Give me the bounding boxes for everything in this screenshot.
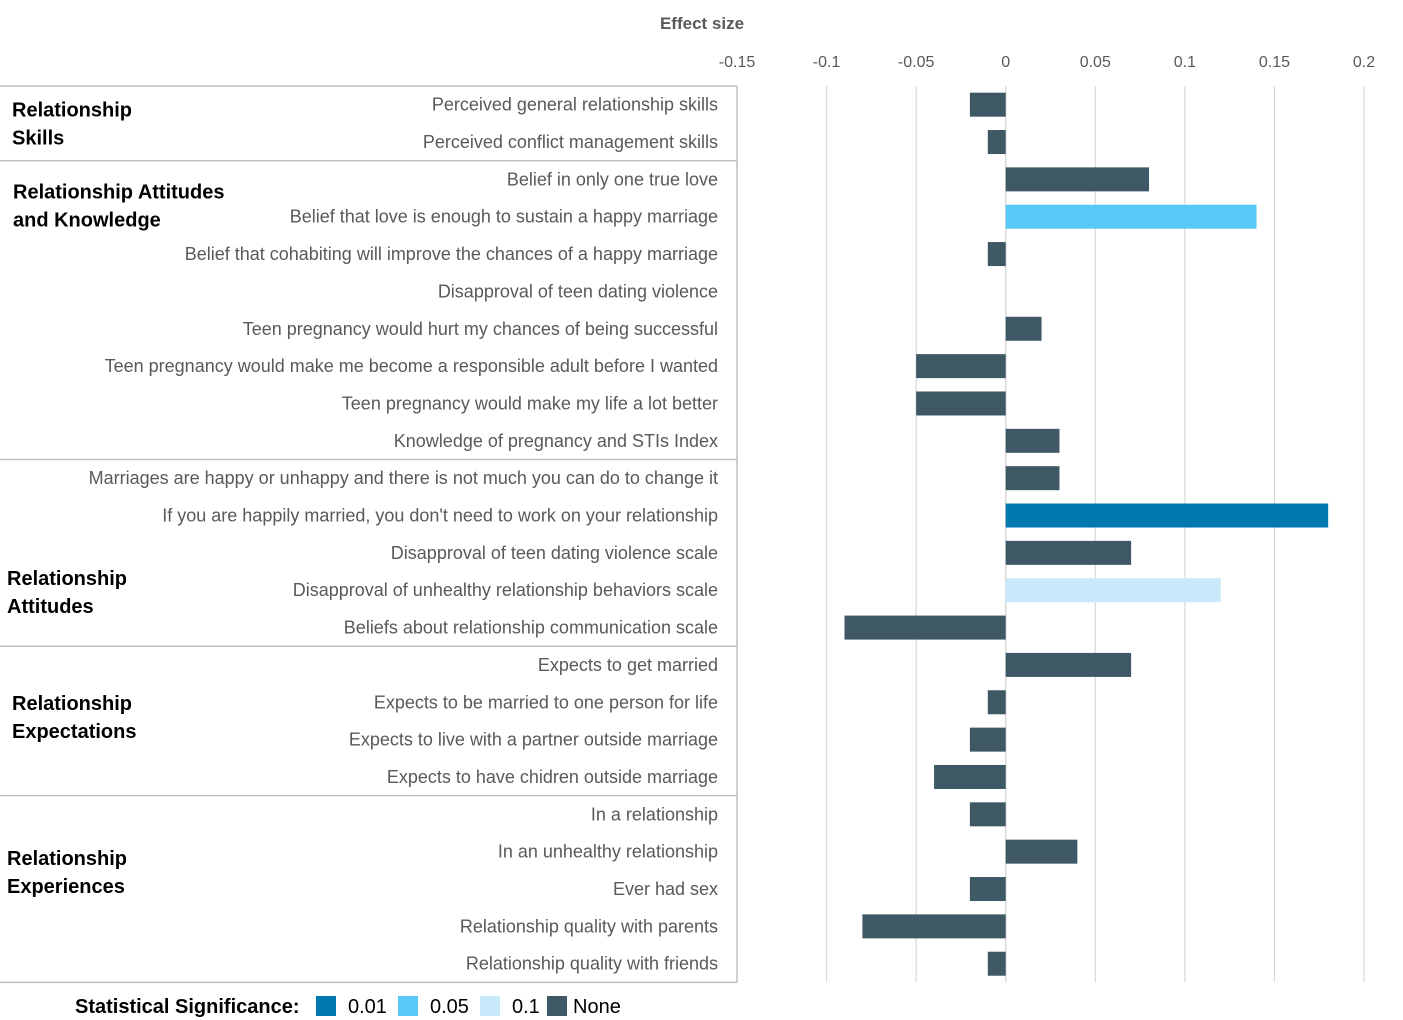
bar <box>969 877 1006 902</box>
row-label: In an unhealthy relationship <box>498 842 718 862</box>
bar <box>987 690 1006 715</box>
bar <box>1005 652 1132 677</box>
legend-title: Statistical Significance: <box>75 996 300 1018</box>
row-label: Belief in only one true love <box>507 169 718 189</box>
row-label: Teen pregnancy would hurt my chances of … <box>243 319 718 339</box>
row-label: Disapproval of teen dating violence <box>438 281 718 301</box>
legend-label: 0.05 <box>430 996 469 1018</box>
group-label: Relationship Experiences <box>7 848 127 898</box>
bar <box>969 802 1006 827</box>
legend-swatch <box>480 996 500 1016</box>
row-label: Perceived conflict management skills <box>423 132 718 152</box>
bar <box>987 951 1006 976</box>
row-label: Perceived general relationship skills <box>432 95 718 115</box>
x-tick-label: -0.15 <box>719 54 756 71</box>
legend-label: 0.01 <box>348 996 387 1018</box>
bar <box>1005 428 1060 453</box>
row-label: Belief that cohabiting will improve the … <box>185 244 718 264</box>
legend-swatch <box>398 996 418 1016</box>
bar <box>916 354 1006 379</box>
bar <box>987 242 1006 267</box>
x-axis-ticks: -0.15 -0.1 -0.05 0 0.05 0.1 0.15 0.2 <box>719 54 1375 71</box>
row-label: In a relationship <box>591 804 718 824</box>
row-label: Disapproval of teen dating violence scal… <box>391 543 718 563</box>
row-label: Expects to be married to one person for … <box>374 692 718 712</box>
x-tick-label: -0.05 <box>898 54 935 71</box>
axis-title: Effect size <box>660 14 744 33</box>
x-tick-label: 0.05 <box>1080 54 1111 71</box>
legend: Statistical Significance: 0.01 0.05 0.1 None <box>75 996 621 1018</box>
group-label: Relationship Expectations <box>12 693 136 743</box>
group-label: Relationship Attitudes <box>7 568 127 618</box>
gridlines <box>825 86 1365 983</box>
label-table: Relationship Skills Relationship Attitudes… <box>0 85 738 984</box>
row-label: Beliefs about relationship communication… <box>344 618 718 638</box>
bar <box>1005 466 1060 491</box>
row-label: Expects to have chidren outside marriage <box>387 767 718 787</box>
bar <box>1005 578 1221 603</box>
bar <box>1005 503 1329 528</box>
x-tick-label: 0.1 <box>1174 54 1196 71</box>
bar <box>934 764 1006 789</box>
legend-swatch <box>316 996 336 1016</box>
row-label: Ever had sex <box>613 879 718 899</box>
x-tick-label: 0 <box>1001 54 1010 71</box>
row-label: Belief that love is enough to sustain a … <box>290 207 718 227</box>
bars <box>844 92 1329 976</box>
x-tick-label: -0.1 <box>813 54 841 71</box>
bar <box>916 391 1006 416</box>
x-tick-label: 0.2 <box>1353 54 1375 71</box>
row-label: Expects to get married <box>538 655 718 675</box>
legend-label: None <box>573 996 621 1018</box>
legend-swatch <box>547 996 567 1016</box>
row-label: Relationship quality with friends <box>466 954 718 974</box>
bar <box>862 914 1006 939</box>
group-label: Relationship Skills <box>12 99 132 149</box>
bar <box>969 727 1006 752</box>
row-label: Knowledge of pregnancy and STIs Index <box>394 431 718 451</box>
bar <box>1005 204 1257 229</box>
bar <box>844 615 1006 640</box>
row-label: Expects to live with a partner outside m… <box>349 730 718 750</box>
group-label: Relationship Attitudes and Knowledge <box>13 182 224 232</box>
row-label: If you are happily married, you don't ne… <box>162 506 718 526</box>
bar <box>987 130 1006 155</box>
bar <box>1005 316 1042 341</box>
row-label: Relationship quality with parents <box>460 916 718 936</box>
row-label: Teen pregnancy would make my life a lot … <box>342 393 718 413</box>
row-label: Teen pregnancy would make me become a re… <box>105 356 718 376</box>
bar <box>1005 540 1132 565</box>
legend-label: 0.1 <box>512 996 540 1018</box>
row-label: Marriages are happy or unhappy and there… <box>89 468 718 488</box>
bar <box>1005 167 1150 192</box>
bar <box>1005 839 1078 864</box>
row-label: Disapproval of unhealthy relationship be… <box>293 580 718 600</box>
bar <box>969 92 1006 117</box>
x-tick-label: 0.15 <box>1259 54 1290 71</box>
